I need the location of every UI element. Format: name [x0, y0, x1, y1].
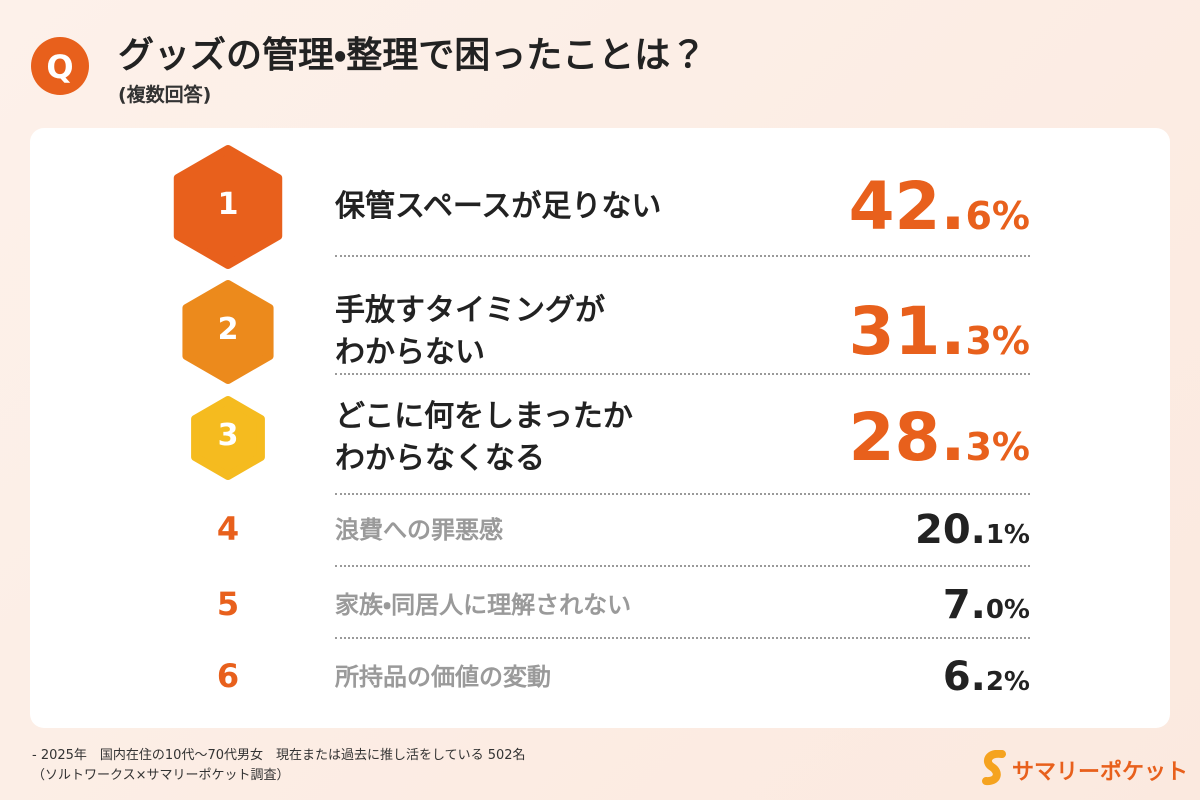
q-icon: Q: [46, 48, 74, 86]
rank-number: 2: [217, 312, 239, 347]
item-value: 28.3%: [848, 399, 1030, 476]
footer-line: （ソルトワークス×サマリーポケット調査）: [32, 768, 290, 783]
item-value: 6.2%: [942, 654, 1030, 700]
divider: [335, 565, 1030, 567]
item-value: 20.1%: [914, 507, 1030, 553]
rank-badge: [182, 280, 274, 384]
item-value: 31.3%: [848, 293, 1030, 370]
item-label: わからなくなる: [335, 441, 545, 476]
logo-text: サマリーポケット: [1012, 760, 1189, 785]
rank-number: 3: [217, 418, 239, 453]
subtitle: (複数回答): [118, 84, 212, 106]
rank-number: 6: [216, 657, 240, 695]
item-label: 所持品の価値の変動: [335, 663, 551, 691]
item-label: どこに何をしまったか: [335, 399, 633, 434]
q-badge: [31, 37, 89, 95]
rank-number: 5: [216, 585, 240, 623]
rank-badge: [173, 145, 283, 269]
item-label: 保管スペースが足りない: [335, 189, 662, 224]
item-label: 浪費への罪悪感: [335, 516, 503, 544]
footer-line: - 2025年 国内在住の10代～70代男女 現在または過去に推し活をしている …: [32, 748, 526, 763]
divider: [335, 373, 1030, 375]
item-label: 家族・同居人に理解されない: [335, 591, 632, 619]
rank-number: 1: [217, 187, 239, 222]
divider: [335, 255, 1030, 257]
logo-icon: [982, 750, 1006, 786]
rank-number: 4: [216, 510, 240, 548]
divider: [335, 493, 1030, 495]
item-label: わからない: [335, 335, 485, 370]
item-label: 手放すタイミングが: [335, 293, 605, 328]
title: グッズの管理・整理で困ったことは？: [118, 35, 707, 76]
rank-badge: [191, 396, 265, 480]
item-value: 42.6%: [848, 168, 1030, 245]
divider: [335, 637, 1030, 639]
item-value: 7.0%: [942, 582, 1030, 628]
